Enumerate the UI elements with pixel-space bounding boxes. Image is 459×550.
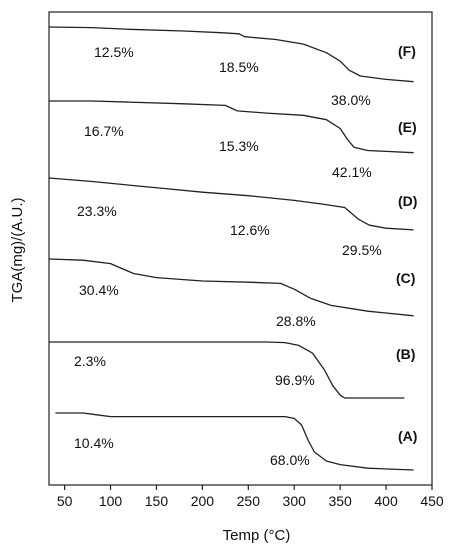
- tga-curve-f: [48, 26, 414, 83]
- mass-loss-label: 38.0%: [331, 92, 371, 108]
- y-axis-title: TGA(mg)/(A.U.): [9, 198, 26, 303]
- curve-label: (B): [396, 346, 415, 362]
- tga-curve-e: [49, 100, 414, 154]
- x-tick-label: 250: [237, 493, 261, 509]
- mass-loss-label: 2.3%: [74, 353, 106, 369]
- curve-label: (F): [398, 43, 416, 59]
- mass-loss-label: 23.3%: [77, 203, 117, 219]
- tga-curve-a: [55, 412, 414, 471]
- x-tick-label: 200: [191, 493, 215, 509]
- mass-loss-label: 42.1%: [332, 164, 372, 180]
- x-tick-label: 300: [283, 493, 307, 509]
- x-tick-label: 50: [57, 493, 73, 509]
- curve-label: (A): [398, 428, 417, 444]
- mass-loss-label: 96.9%: [275, 372, 315, 388]
- plot-frame: [48, 11, 433, 486]
- curve-label: (D): [398, 193, 417, 209]
- curve-label: (C): [396, 270, 415, 286]
- mass-loss-label: 15.3%: [219, 138, 259, 154]
- tga-curve-c: [48, 258, 414, 317]
- mass-loss-label: 30.4%: [79, 282, 119, 298]
- x-axis-title: Temp (°C): [223, 527, 291, 544]
- mass-loss-label: 10.4%: [74, 435, 114, 451]
- x-tick-label: 400: [374, 493, 398, 509]
- mass-loss-label: 29.5%: [342, 242, 382, 258]
- x-tick-label: 350: [328, 493, 352, 509]
- mass-loss-label: 68.0%: [270, 452, 310, 468]
- x-tick-label: 100: [99, 493, 123, 509]
- x-tick-label: 450: [420, 493, 444, 509]
- mass-loss-label: 12.6%: [230, 222, 270, 238]
- curve-label: (E): [398, 119, 417, 135]
- mass-loss-label: 28.8%: [276, 313, 316, 329]
- mass-loss-label: 16.7%: [84, 123, 124, 139]
- x-tick-label: 150: [145, 493, 169, 509]
- mass-loss-label: 18.5%: [219, 59, 259, 75]
- tga-curve-b: [49, 341, 405, 399]
- mass-loss-label: 12.5%: [94, 44, 134, 60]
- tga-curve-d: [48, 177, 414, 231]
